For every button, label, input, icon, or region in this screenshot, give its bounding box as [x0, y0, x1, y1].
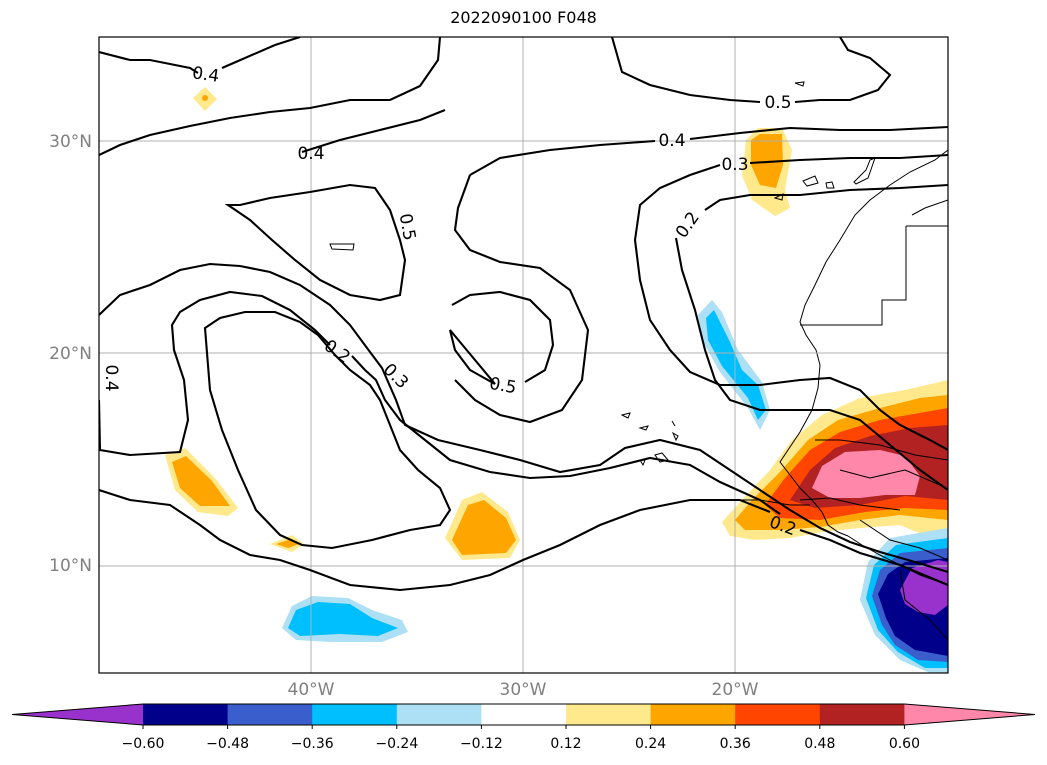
colorbar-cell [312, 704, 398, 725]
colorbar-cell [819, 704, 905, 725]
contour-label: 0.4 [191, 63, 221, 87]
colorbar-extend-high [904, 704, 1035, 725]
colorbar: −0.60 −0.48 −0.36 −0.24 −0.12 0.12 0.24 0.36 0.4… [11, 703, 1036, 752]
colorbar-tick-label: 0.60 [889, 736, 920, 752]
contour-label: 0.4 [658, 131, 685, 151]
colorbar-cell [566, 704, 652, 725]
contour-lines [99, 37, 948, 592]
colorbar-tick-label: 0.48 [804, 736, 835, 752]
contour-label: 0.5 [395, 212, 419, 242]
contour-label: 0.4 [101, 364, 121, 391]
colorbar-tick-label: 0.24 [635, 736, 666, 752]
colorbar-tick-label: −0.12 [460, 736, 503, 752]
contour-label: 0.5 [488, 374, 518, 398]
gridlines [99, 37, 948, 673]
colorbar-cell [481, 704, 567, 725]
colorbar-cell [650, 704, 736, 725]
colorbar-tick-label: 0.36 [720, 736, 751, 752]
map-title: 2022090100 F048 [450, 8, 597, 27]
colorbar-extend-low [12, 704, 143, 725]
colorbar-ticks: −0.60 −0.48 −0.36 −0.24 −0.12 0.12 0.24 0.36 0.4… [122, 725, 920, 752]
colorbar-tick-label: 0.12 [550, 736, 581, 752]
map-frame [98, 36, 949, 674]
colorbar-tick-label: −0.48 [206, 736, 249, 752]
colorbar-cell [396, 704, 482, 725]
colorbar-cells [12, 704, 1035, 725]
lon-label-20w: 20°W [711, 680, 759, 700]
lat-label-10n: 10°N [49, 556, 92, 576]
contour-label: 0.5 [764, 93, 791, 113]
lat-label-30n: 30°N [49, 132, 92, 152]
colorbar-cell [227, 704, 313, 725]
colorbar-cell [735, 704, 821, 725]
map-plot-area: 0.4 0.4 0.4 0.5 0.5 0.5 0.4 0.3 0.2 0.2 … [99, 37, 948, 673]
coastlines [329, 81, 948, 641]
contour-label: 0.4 [297, 144, 324, 164]
lat-label-20n: 20°N [49, 344, 92, 364]
colorbar-tick-label: −0.36 [291, 736, 334, 752]
contour-label: 0.3 [721, 155, 748, 175]
colorbar-tick-label: −0.60 [122, 736, 165, 752]
lon-label-30w: 30°W [499, 680, 547, 700]
lon-label-40w: 40°W [287, 680, 335, 700]
colorbar-cell [143, 704, 229, 725]
colorbar-tick-label: −0.24 [375, 736, 418, 752]
